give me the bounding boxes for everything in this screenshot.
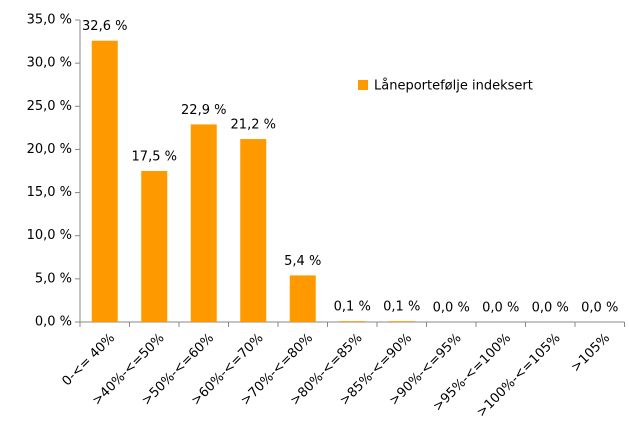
value-label: 0,0 % <box>581 301 618 316</box>
bar <box>141 171 168 322</box>
value-label: 0,0 % <box>532 301 569 316</box>
y-tick-label: 30,0 % <box>27 56 72 71</box>
bar <box>289 275 316 322</box>
value-label: 0,1 % <box>334 300 371 315</box>
bar <box>91 40 118 323</box>
y-tick-label: 20,0 % <box>27 142 72 157</box>
value-label: 17,5 % <box>132 150 177 165</box>
value-label: 0,0 % <box>482 301 519 316</box>
bar <box>190 124 217 322</box>
y-tick-label: 25,0 % <box>27 99 72 114</box>
legend-label: Låneportefølje indeksert <box>374 79 533 94</box>
y-tick-label: 15,0 % <box>27 185 72 200</box>
y-tick-label: 35,0 % <box>27 13 72 28</box>
value-label: 21,2 % <box>231 118 276 133</box>
y-tick-label: 5,0 % <box>35 271 72 286</box>
y-tick-label: 10,0 % <box>27 228 72 243</box>
bar <box>339 321 366 322</box>
value-label: 0,0 % <box>433 301 470 316</box>
x-tick-label: >100%-<=105% <box>474 331 564 421</box>
value-label: 32,6 % <box>82 19 127 34</box>
value-label: 0,1 % <box>383 300 420 315</box>
value-label: 22,9 % <box>181 103 226 118</box>
bar <box>388 321 415 322</box>
legend-swatch <box>358 80 368 90</box>
x-tick-label: >105% <box>568 331 613 376</box>
bar <box>240 139 267 322</box>
y-tick-label: 0,0 % <box>35 315 72 330</box>
value-label: 5,4 % <box>284 254 321 269</box>
